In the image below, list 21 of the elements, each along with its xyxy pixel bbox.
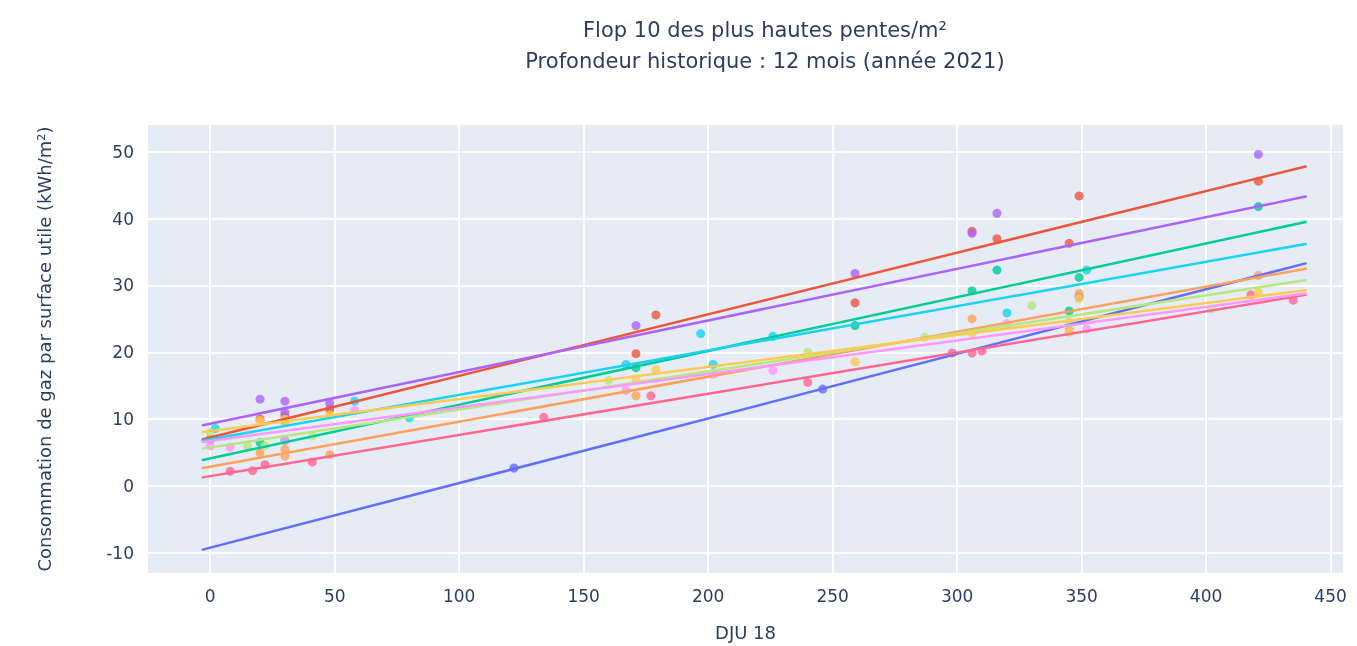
y-tick-label: 10	[112, 409, 134, 430]
x-tick-label: 450	[1314, 585, 1347, 606]
y-tick-label: 30	[112, 275, 134, 296]
x-tick-label: 150	[567, 585, 600, 606]
chart-subtitle: Profondeur historique : 12 mois (année 2021)	[525, 48, 1005, 73]
x-tick-label: 0	[204, 585, 216, 606]
y-tick-label: -10	[106, 542, 134, 563]
y-tick-label: 40	[112, 208, 134, 229]
y-tick-label: 20	[112, 342, 134, 363]
x-tick-label: 250	[816, 585, 849, 606]
x-tick-label: 200	[691, 585, 725, 606]
x-tick-label: 400	[1189, 585, 1223, 606]
x-tick-label: 50	[323, 585, 346, 606]
y-tick-label: 50	[112, 141, 134, 162]
x-tick-label: 350	[1065, 585, 1098, 606]
x-tick-label: 300	[940, 585, 974, 606]
y-tick-label: 0	[123, 476, 134, 497]
chart-title: Flop 10 des plus hautes pentes/m²	[583, 17, 947, 42]
x-tick-label: 100	[442, 585, 476, 606]
x-axis-title: DJU 18	[715, 621, 776, 643]
y-axis-title: Consommation de gaz par surface utile (kWh/m²)	[33, 126, 55, 572]
